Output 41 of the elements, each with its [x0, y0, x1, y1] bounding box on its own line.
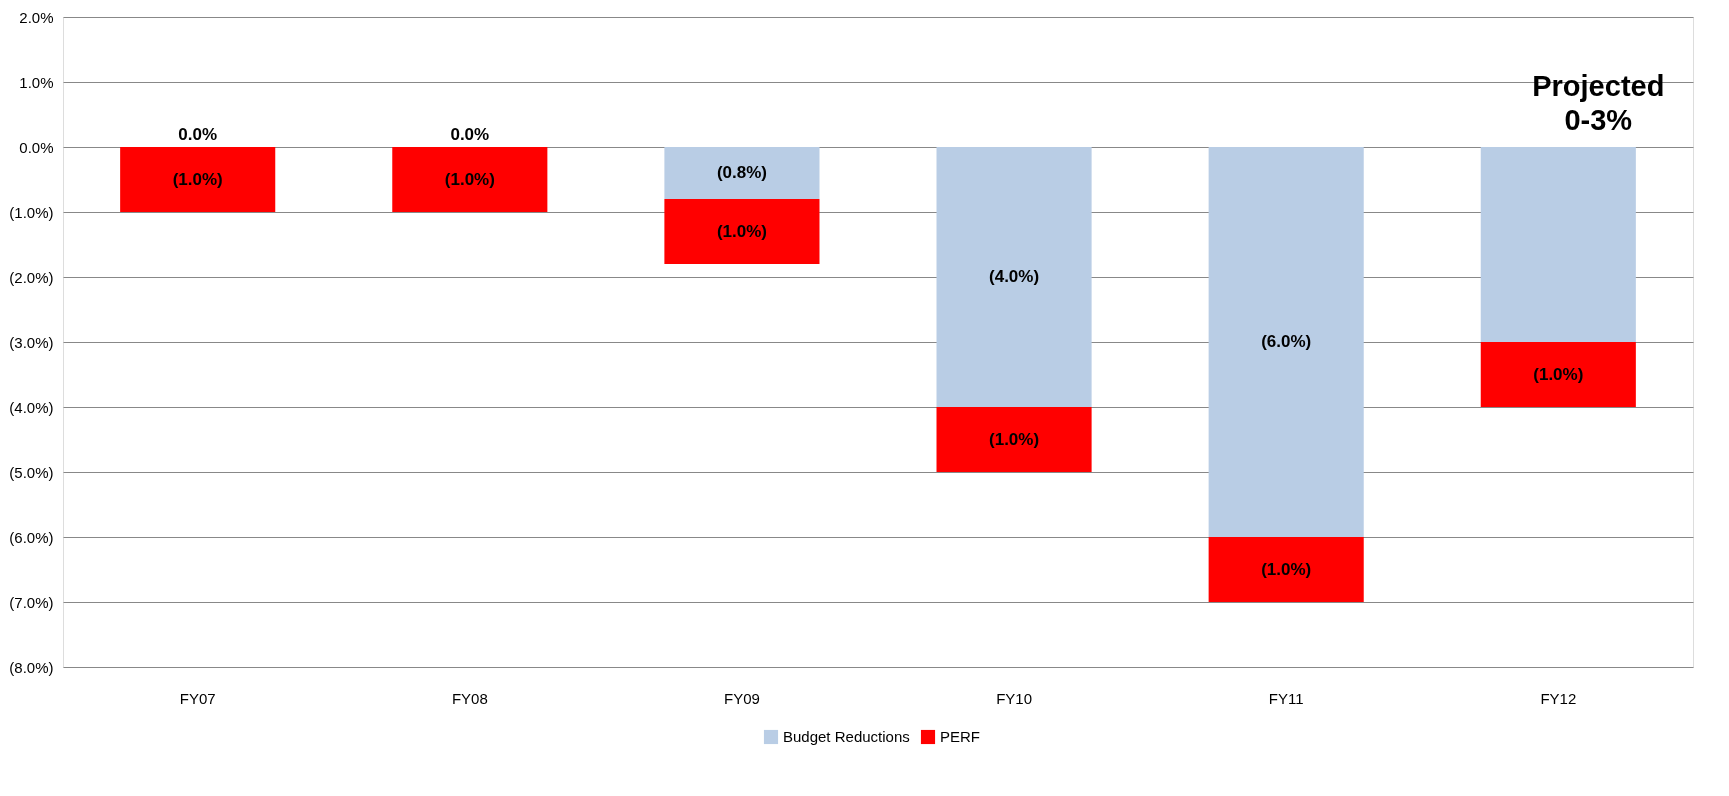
data-label: (0.8%): [716, 163, 767, 182]
y-tick-label: 2.0%: [19, 8, 54, 26]
x-tick-label: FY09: [724, 689, 760, 707]
bar: [1480, 342, 1636, 407]
data-label: (1.0%): [716, 221, 767, 241]
y-tick-label: (8.0%): [9, 658, 54, 676]
bar: [664, 199, 820, 264]
bar: [392, 147, 548, 212]
data-label: (1.0%): [989, 429, 1040, 449]
x-tick-label: FY10: [996, 689, 1032, 707]
x-tick-label: FY08: [451, 689, 488, 707]
bar: [1208, 147, 1364, 537]
y-tick-label: (7.0%): [9, 593, 54, 611]
data-label: (4.0%): [989, 267, 1040, 286]
bar: [936, 147, 1092, 407]
data-label: (1.0%): [444, 169, 495, 189]
data-label: (1.0%): [172, 169, 223, 189]
data-label: (6.0%): [1261, 332, 1312, 351]
bar: [1480, 147, 1636, 342]
bar: [936, 407, 1092, 472]
bar: [120, 147, 276, 212]
data-label: 0.0%: [178, 125, 218, 144]
x-tick-label: FY12: [1540, 689, 1577, 707]
y-tick-label: (5.0%): [9, 463, 54, 481]
data-label: 0.0%: [450, 125, 490, 144]
bar: [664, 147, 820, 199]
y-tick-label: 0.0%: [19, 138, 54, 156]
y-tick-label: 1.0%: [19, 73, 54, 91]
y-tick-label: (2.0%): [9, 268, 54, 286]
legend-label: PERF: [940, 728, 981, 745]
legend-label: Budget Reductions: [783, 728, 910, 745]
x-tick-label: FY07: [179, 689, 216, 707]
y-tick-label: (1.0%): [9, 203, 54, 221]
y-tick-label: (3.0%): [9, 333, 54, 351]
y-tick-label: (4.0%): [9, 398, 54, 416]
data-label: (1.0%): [1261, 559, 1312, 579]
data-label: (1.0%): [1533, 364, 1584, 384]
x-tick-label: FY11: [1268, 689, 1304, 707]
y-tick-label: (6.0%): [9, 528, 54, 546]
bar: [1208, 537, 1364, 602]
annotation: Projected 0-3%: [1532, 70, 1665, 136]
